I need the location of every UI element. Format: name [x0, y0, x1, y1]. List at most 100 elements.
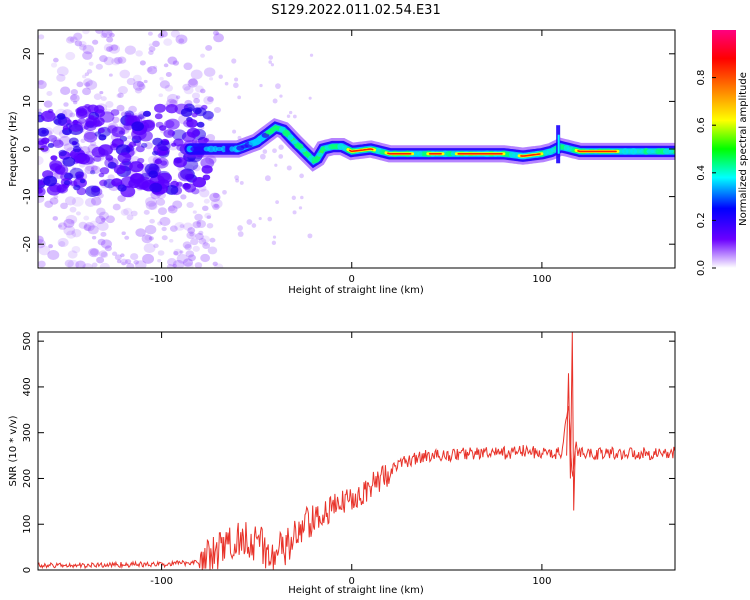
heatmap-cell	[192, 221, 202, 229]
heatmap-cell	[110, 44, 119, 51]
heatmap-cell	[110, 109, 120, 116]
heatmap-ridge-core	[349, 148, 374, 153]
heatmap-cell	[67, 259, 80, 268]
y-tick-label: -20	[22, 236, 33, 252]
heatmap-cell	[69, 94, 80, 103]
heatmap-cell	[99, 262, 110, 268]
heatmap-cell	[60, 202, 68, 210]
heatmap-cell	[38, 180, 43, 187]
heatmap-cell	[192, 177, 207, 188]
heatmap-cell	[156, 198, 166, 206]
heatmap-cell	[282, 129, 291, 137]
heatmap-cell	[272, 148, 277, 154]
heatmap-cell	[69, 121, 83, 132]
heatmap-cell	[79, 44, 87, 51]
heatmap-cell	[86, 69, 93, 74]
heatmap-cell	[265, 129, 274, 135]
heatmap-cell	[163, 38, 173, 46]
heatmap-cell	[141, 234, 153, 244]
heatmap-cell	[203, 241, 209, 246]
heatmap-cell	[71, 228, 82, 238]
heatmap-cell	[191, 112, 198, 118]
heatmap-cell	[194, 262, 203, 268]
heatmap-cell	[309, 53, 314, 57]
heatmap-cell	[159, 76, 164, 81]
heatmap-cell	[105, 215, 115, 224]
heatmap-cell	[38, 80, 47, 90]
heatmap-cell	[267, 216, 273, 222]
heatmap-cell	[57, 237, 69, 248]
heatmap-cell	[450, 151, 457, 156]
heatmap-cell	[53, 57, 59, 63]
heatmap-cell	[64, 259, 74, 268]
heatmap-cell	[56, 66, 69, 77]
heatmap-cell	[258, 216, 262, 221]
heatmap-cell	[268, 55, 274, 60]
heatmap-cell	[192, 210, 197, 214]
heatmap-cell	[643, 147, 649, 155]
heatmap-cell	[271, 240, 277, 245]
heatmap-cell	[157, 140, 171, 152]
heatmap-cell	[149, 182, 163, 193]
heatmap-cell	[417, 151, 424, 157]
heatmap-cell	[46, 184, 61, 196]
heatmap-cell	[38, 108, 42, 112]
heatmap-cell	[166, 263, 174, 268]
heatmap-cell	[70, 219, 75, 224]
heatmap-cell	[157, 172, 172, 184]
colorbar-tick-label: 0.0	[696, 260, 707, 276]
heatmap-cell	[224, 81, 229, 86]
heatmap-cell	[56, 74, 66, 82]
heatmap-cell	[235, 178, 240, 183]
heatmap-cell	[182, 241, 192, 249]
heatmap-cell	[303, 152, 312, 157]
heatmap-cell	[87, 225, 99, 235]
heatmap-cell	[58, 149, 67, 157]
heatmap-cell	[93, 105, 105, 114]
heatmap-cell	[71, 196, 84, 207]
heatmap-cell	[251, 223, 257, 228]
heatmap-cell	[233, 82, 239, 89]
heatmap-cell	[157, 250, 165, 256]
heatmap-cell	[202, 242, 211, 249]
heatmap-cell	[148, 50, 154, 55]
snr-frame	[37, 331, 676, 571]
heatmap-cell	[98, 134, 107, 141]
heatmap-cell	[47, 250, 60, 260]
heatmap-cell	[121, 261, 126, 266]
heatmap-cell	[237, 135, 242, 140]
heatmap-cell	[191, 188, 200, 195]
heatmap-cell	[200, 157, 215, 169]
heatmap-cell	[117, 56, 127, 64]
colorbar-ticks: 0.0 0.2 0.4 0.6 0.8	[696, 70, 716, 276]
y-tick-label: 100	[22, 515, 33, 534]
heatmap-cell	[173, 248, 183, 256]
heatmap-cell	[183, 85, 194, 95]
heatmap-cell	[188, 78, 198, 86]
heatmap-cell	[90, 165, 98, 172]
heatmap-cell	[135, 260, 147, 268]
heatmap-cell	[221, 145, 227, 153]
y-tick-label: 20	[22, 47, 33, 60]
heatmap-cell	[108, 73, 113, 77]
heatmap-cell	[299, 173, 304, 179]
heatmap-cell	[38, 245, 51, 256]
heatmap-cell	[183, 119, 194, 128]
heatmap-cell	[190, 69, 203, 80]
heatmap-cell	[131, 121, 145, 132]
heatmap-cell	[288, 110, 293, 115]
heatmap-cell	[43, 100, 53, 108]
heatmap-cell	[62, 156, 76, 167]
heatmap-cell	[180, 194, 187, 200]
heatmap-cell	[83, 78, 93, 87]
heatmap-cell	[286, 114, 291, 118]
heatmap-cell	[172, 60, 180, 66]
heatmap-cell	[53, 114, 68, 126]
heatmap-cell	[209, 237, 216, 243]
heatmap-cell	[124, 235, 130, 240]
heatmap-cell	[82, 30, 90, 35]
heatmap-cell	[99, 55, 108, 63]
heatmap-cell	[300, 195, 304, 200]
heatmap-cell	[154, 103, 166, 113]
